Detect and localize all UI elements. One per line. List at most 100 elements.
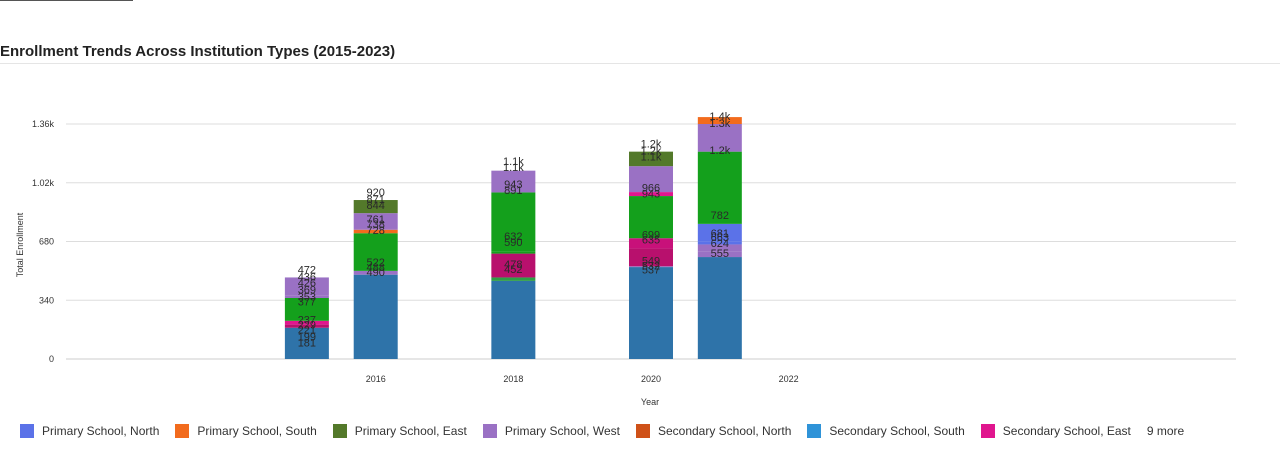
y-axis-title: Total Enrollment: [15, 212, 25, 277]
bar-segment[interactable]: [697, 257, 742, 359]
x-tick-label: 2018: [503, 374, 523, 384]
bar-segment[interactable]: [697, 151, 742, 224]
data-label: 1.4k: [709, 111, 730, 123]
data-label: 229: [298, 319, 316, 331]
data-label: 632: [504, 231, 522, 243]
legend-swatch: [980, 424, 995, 438]
bar-segment[interactable]: [629, 266, 673, 268]
data-label: 522: [367, 257, 385, 269]
data-label: 681: [711, 228, 729, 240]
legend-item[interactable]: Secondary School, North: [635, 424, 792, 438]
bar-segment[interactable]: [284, 324, 329, 328]
legend-label: Secondary School, South: [829, 424, 965, 438]
y-tick-label: 0: [49, 354, 54, 364]
bar-stack[interactable]: [491, 170, 536, 359]
data-label: 237: [298, 314, 316, 326]
bar-segment[interactable]: [353, 213, 398, 229]
top-tab-indicator: [0, 0, 133, 1]
x-tick-label: 2016: [366, 374, 386, 384]
data-label: 353: [298, 291, 316, 303]
data-label: 624: [711, 238, 729, 250]
bar-stack[interactable]: [629, 151, 673, 359]
bar-segment[interactable]: [697, 244, 742, 252]
bar-stack[interactable]: [284, 277, 329, 359]
bar-segment[interactable]: [629, 151, 673, 167]
y-tick-label: 680: [39, 237, 54, 247]
y-tick-label: 1.36k: [32, 119, 55, 129]
y-axis-ticks: 0 340 680 1.02k 1.36k: [32, 119, 55, 364]
chart-title: Enrollment Trends Across Institution Typ…: [0, 43, 396, 60]
data-label: 635: [642, 235, 660, 247]
bar-segment[interactable]: [353, 274, 398, 359]
bar-segment[interactable]: [353, 233, 398, 271]
data-label: 452: [504, 264, 522, 276]
legend-swatch: [332, 424, 347, 438]
data-label: 590: [504, 237, 522, 249]
bar-segment[interactable]: [697, 251, 742, 258]
legend-label: Primary School, East: [354, 424, 467, 438]
bar-segment[interactable]: [284, 327, 329, 359]
data-label: 199: [298, 331, 316, 343]
data-label: 966: [642, 183, 660, 195]
legend-swatch: [807, 424, 822, 438]
bar-segment[interactable]: [284, 298, 329, 321]
data-label: 728: [367, 225, 385, 237]
bar-segment[interactable]: [491, 277, 536, 281]
legend-item[interactable]: Secondary School, East: [980, 424, 1131, 438]
bar-segment[interactable]: [697, 223, 742, 242]
x-axis-title: Year: [641, 397, 659, 407]
bar-segment[interactable]: [284, 295, 329, 299]
x-tick-label: 2020: [641, 374, 661, 384]
bar-segment[interactable]: [353, 270, 398, 275]
bar-segment[interactable]: [491, 170, 536, 193]
bar-segment[interactable]: [353, 200, 398, 214]
bar-segment[interactable]: [353, 228, 398, 230]
bar-segment[interactable]: [491, 280, 536, 359]
bar-segment[interactable]: [491, 192, 536, 252]
data-label: 436: [298, 271, 316, 283]
data-label: 1.2k: [709, 145, 730, 157]
data-label: 537: [642, 265, 660, 277]
bar-segment[interactable]: [284, 277, 329, 296]
legend-item[interactable]: Primary School, East: [332, 424, 467, 438]
legend-swatch: [20, 424, 34, 438]
bar-segment[interactable]: [491, 251, 536, 254]
legend-label: Secondary School, North: [657, 424, 792, 438]
bar-segment[interactable]: [284, 320, 329, 325]
bars: [284, 117, 742, 359]
bar-segment[interactable]: [629, 166, 673, 193]
data-label: 871: [367, 194, 385, 206]
data-label: 1.2k: [641, 146, 662, 158]
legend-item[interactable]: Primary School, North: [20, 424, 159, 438]
bar-segment[interactable]: [697, 241, 742, 245]
bar-segment[interactable]: [353, 229, 398, 234]
bar-segment[interactable]: [697, 124, 742, 152]
bar-segment[interactable]: [629, 196, 673, 239]
legend-more-button[interactable]: 9 more: [1146, 424, 1185, 438]
legend-item[interactable]: Primary School, West: [482, 424, 620, 438]
bar-segment[interactable]: [629, 192, 673, 197]
data-label: 478: [504, 259, 522, 271]
bar-segment[interactable]: [629, 267, 673, 359]
legend-item[interactable]: Secondary School, South: [807, 424, 965, 438]
bar-segment[interactable]: [697, 117, 742, 124]
data-label: 699: [642, 230, 660, 242]
data-label: 490: [367, 267, 385, 279]
data-label: 844: [367, 200, 385, 212]
data-label: 472: [298, 264, 316, 276]
legend-swatch: [635, 424, 650, 438]
bar-segment[interactable]: [629, 248, 673, 267]
data-label: 369: [298, 284, 316, 296]
data-label: 943: [504, 179, 522, 191]
legend: Primary School, North Primary School, Sou…: [20, 423, 1184, 439]
bar-segment[interactable]: [491, 253, 536, 278]
legend-swatch: [482, 424, 497, 438]
bar-stack[interactable]: [697, 117, 742, 359]
bar-segment[interactable]: [629, 238, 673, 249]
legend-label: Primary School, West: [504, 424, 620, 438]
data-label: 1.1k: [503, 162, 524, 174]
data-label: 181: [298, 337, 316, 349]
bar-stack[interactable]: [353, 200, 398, 359]
x-axis-ticks: 2016 2018 2020 2022: [366, 374, 799, 384]
legend-item[interactable]: Primary School, South: [175, 424, 317, 438]
